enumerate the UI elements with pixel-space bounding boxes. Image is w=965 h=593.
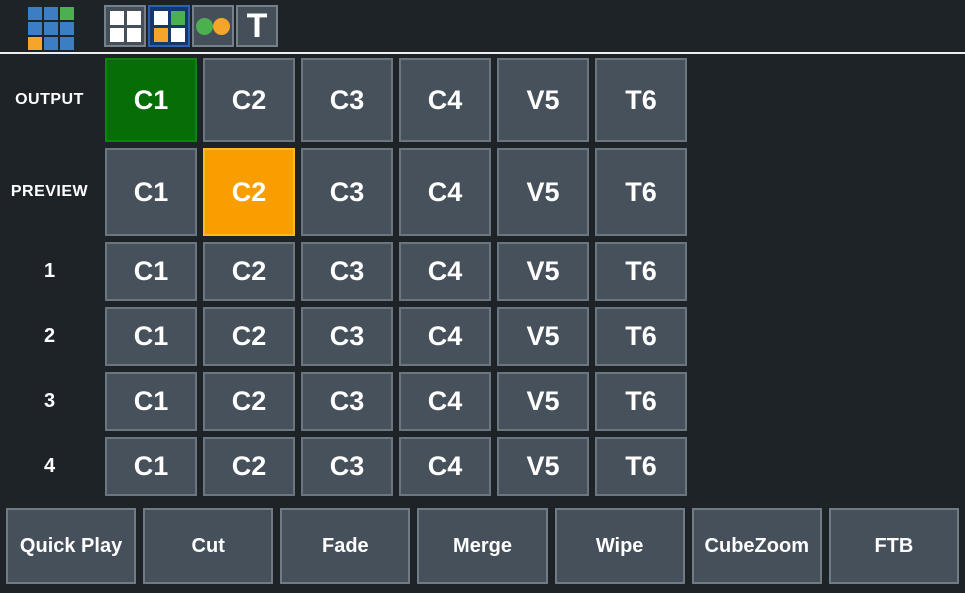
- cell-preview-c1[interactable]: C1: [105, 148, 197, 236]
- row-label-1: 1: [43, 260, 56, 282]
- transition-bar: Quick Play Cut Fade Merge Wipe CubeZoom …: [6, 508, 959, 584]
- cell-output-c4[interactable]: C4: [399, 58, 491, 142]
- cell-4-c2[interactable]: C2: [203, 437, 295, 496]
- app-logo-icon: [28, 7, 74, 50]
- row-label-preview: PREVIEW: [10, 183, 89, 200]
- cell-2-c3[interactable]: C3: [301, 307, 393, 366]
- cell-output-v5[interactable]: V5: [497, 58, 589, 142]
- cell-1-c1[interactable]: C1: [105, 242, 197, 301]
- cell-1-c4[interactable]: C4: [399, 242, 491, 301]
- logo-square: [44, 22, 58, 35]
- cell-3-c1[interactable]: C1: [105, 372, 197, 431]
- grid-white-view-button[interactable]: [104, 5, 146, 47]
- cubezoom-button[interactable]: CubeZoom: [691, 508, 822, 584]
- logo-square-green: [60, 7, 74, 20]
- wipe-button[interactable]: Wipe: [554, 508, 685, 584]
- cell-2-c1[interactable]: C1: [105, 307, 197, 366]
- letter-t-icon: T: [246, 7, 268, 45]
- grid-2x2-colored-icon: [153, 10, 185, 42]
- cell-preview-c2[interactable]: C2: [203, 148, 295, 236]
- cell-output-c3[interactable]: C3: [301, 58, 393, 142]
- cell-2-c2[interactable]: C2: [203, 307, 295, 366]
- cell-4-c4[interactable]: C4: [399, 437, 491, 496]
- cut-button[interactable]: Cut: [143, 508, 274, 584]
- ftb-button[interactable]: FTB: [828, 508, 959, 584]
- row-label-3: 3: [43, 390, 56, 412]
- cell-4-c1[interactable]: C1: [105, 437, 197, 496]
- cell-2-t6[interactable]: T6: [595, 307, 687, 366]
- logo-square: [44, 37, 58, 50]
- cell-output-c2[interactable]: C2: [203, 58, 295, 142]
- toolbar-separator: [0, 52, 965, 54]
- cell-1-c3[interactable]: C3: [301, 242, 393, 301]
- cell-4-v5[interactable]: V5: [497, 437, 589, 496]
- cell-2-v5[interactable]: V5: [497, 307, 589, 366]
- cell-preview-c4[interactable]: C4: [399, 148, 491, 236]
- logo-square: [60, 22, 74, 35]
- cell-2-c4[interactable]: C4: [399, 307, 491, 366]
- cell-4-c3[interactable]: C3: [301, 437, 393, 496]
- cell-1-t6[interactable]: T6: [595, 242, 687, 301]
- row-label-4: 4: [43, 455, 56, 477]
- cell-3-t6[interactable]: T6: [595, 372, 687, 431]
- logo-square-orange: [28, 37, 42, 50]
- grid-2x2-white-icon: [109, 10, 141, 42]
- cell-output-t6[interactable]: T6: [595, 58, 687, 142]
- cell-preview-t6[interactable]: T6: [595, 148, 687, 236]
- top-toolbar: T: [104, 5, 278, 47]
- cell-3-c4[interactable]: C4: [399, 372, 491, 431]
- cell-1-c2[interactable]: C2: [203, 242, 295, 301]
- cell-1-v5[interactable]: V5: [497, 242, 589, 301]
- cell-preview-v5[interactable]: V5: [497, 148, 589, 236]
- cell-preview-c3[interactable]: C3: [301, 148, 393, 236]
- cell-3-c2[interactable]: C2: [203, 372, 295, 431]
- logo-square: [28, 7, 42, 20]
- logo-square: [44, 7, 58, 20]
- cell-4-t6[interactable]: T6: [595, 437, 687, 496]
- quick-play-button[interactable]: Quick Play: [6, 508, 137, 584]
- matrix-grid: OUTPUT C1 C2 C3 C4 V5 T6 PREVIEW C1 C2 C…: [0, 58, 687, 496]
- grid-colored-view-button[interactable]: [148, 5, 190, 47]
- logo-square: [28, 22, 42, 35]
- text-view-button[interactable]: T: [236, 5, 278, 47]
- merge-button[interactable]: Merge: [417, 508, 548, 584]
- dots-view-button[interactable]: [192, 5, 234, 47]
- cell-output-c1[interactable]: C1: [105, 58, 197, 142]
- row-label-2: 2: [43, 325, 56, 347]
- two-dots-icon: [196, 17, 230, 35]
- cell-3-v5[interactable]: V5: [497, 372, 589, 431]
- cell-3-c3[interactable]: C3: [301, 372, 393, 431]
- fade-button[interactable]: Fade: [280, 508, 411, 584]
- logo-square: [60, 37, 74, 50]
- row-label-output: OUTPUT: [15, 91, 84, 108]
